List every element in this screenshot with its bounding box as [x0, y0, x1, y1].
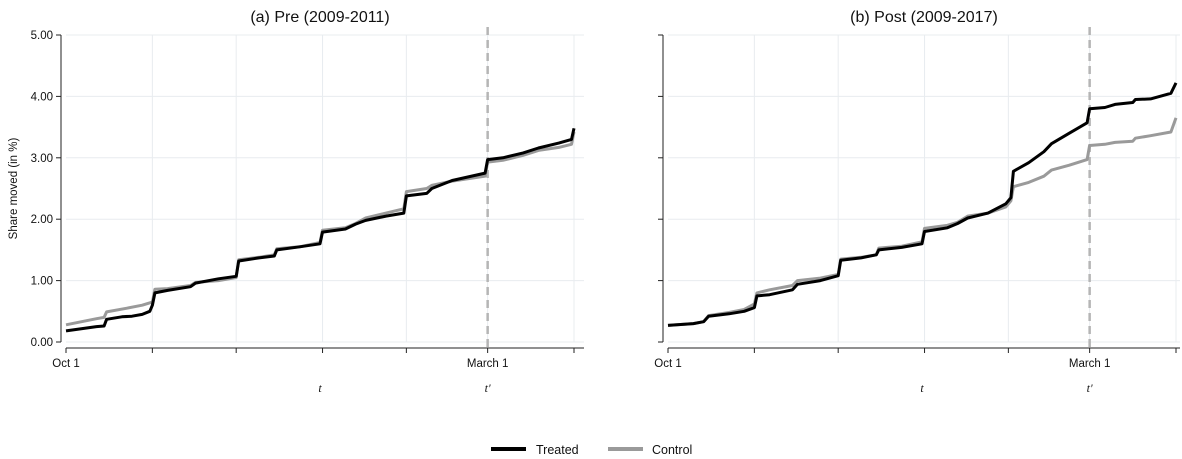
y-axis-label: Share moved (in %)	[8, 138, 20, 240]
x-tick-label: Oct 1	[654, 358, 681, 370]
panel-title: (a) Pre (2009-2011)	[250, 9, 389, 26]
x-tick-label: March 1	[1069, 358, 1111, 370]
x-period-label: t	[920, 381, 924, 395]
x-tick-label: March 1	[467, 358, 509, 370]
panel-pre: (a) Pre (2009-2011) 0.00 1.00 2.00 3.00 4.00 5…	[8, 9, 584, 395]
legend: Treated Control	[491, 443, 692, 457]
y-tick-label: 1.00	[31, 276, 53, 288]
x-period-label: t	[318, 381, 322, 395]
legend-treated-label: Treated	[536, 443, 579, 457]
x-period-label: t'	[485, 381, 491, 395]
series-line-treated	[65, 127, 576, 333]
y-tick-label: 2.00	[31, 214, 53, 226]
y-tick-label: 0.00	[31, 337, 53, 349]
x-period-label: t'	[1087, 381, 1093, 395]
y-tick-label: 5.00	[31, 30, 53, 42]
series-line-control	[667, 117, 1178, 327]
panel-title: (b) Post (2009-2017)	[850, 9, 998, 26]
panel-post: (b) Post (2009-2017) Oct 1 March 1 t t'	[654, 9, 1180, 395]
legend-control-label: Control	[652, 443, 692, 457]
y-tick-label: 3.00	[31, 153, 53, 165]
y-tick-label: 4.00	[31, 91, 53, 103]
x-tick-label: Oct 1	[52, 358, 79, 370]
series-line-control	[65, 131, 576, 327]
series-line-treated	[667, 82, 1178, 327]
